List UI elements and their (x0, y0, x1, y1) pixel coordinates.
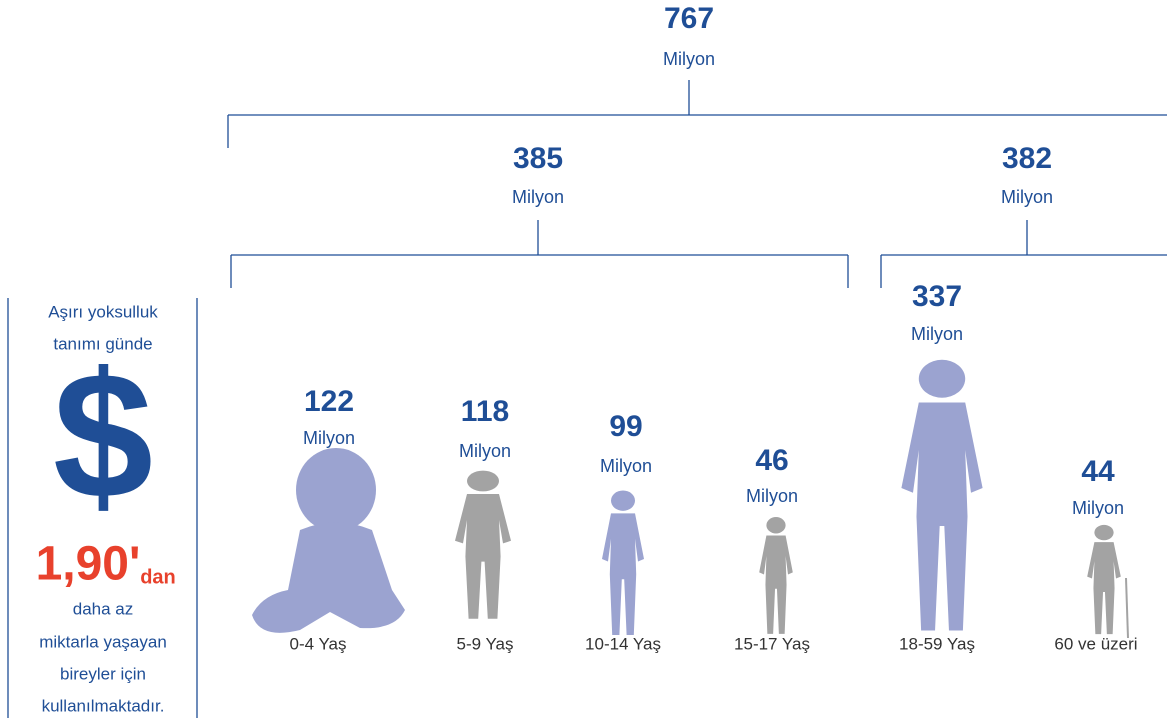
branch-unit: Milyon (512, 187, 564, 207)
sidebar-text: bireyler için (60, 664, 146, 683)
sidebar-text: tanımı günde (53, 334, 152, 353)
tree-lines (7, 80, 1167, 718)
cane (1125, 577, 1129, 639)
sidebar-text: kullanılmaktadır. (42, 696, 165, 715)
dollar-sign: $ (53, 336, 153, 537)
amount: 1,90' (36, 538, 141, 591)
total-unit: Milyon (663, 49, 715, 69)
group-label: 60 ve üzeri (1054, 634, 1137, 653)
branch-value: 385 (513, 142, 563, 175)
group-label: 18-59 Yaş (899, 634, 975, 653)
elder-silhouette (1087, 524, 1121, 635)
group-unit: Milyon (911, 324, 963, 344)
group-value: 337 (912, 280, 962, 313)
group-unit: Milyon (1072, 498, 1124, 518)
adult-silhouette (901, 359, 983, 631)
baby-silhouette (252, 448, 405, 633)
branch-value: 382 (1002, 142, 1052, 175)
group-value: 99 (609, 410, 642, 443)
child-silhouette (602, 490, 644, 636)
group-label: 10-14 Yaş (585, 634, 661, 653)
sidebar-text: miktarla yaşayan (39, 632, 167, 651)
group-value: 122 (304, 385, 354, 418)
total-value: 767 (664, 2, 714, 35)
sidebar-text: daha az (73, 599, 134, 618)
group-label: 5-9 Yaş (456, 634, 513, 653)
sidebar-text: Aşırı yoksulluk (48, 302, 158, 321)
branch-unit: Milyon (1001, 187, 1053, 207)
silhouettes (252, 359, 1129, 639)
group-unit: Milyon (746, 486, 798, 506)
group-value: 118 (461, 395, 509, 428)
group-unit: Milyon (459, 441, 511, 461)
child-silhouette (455, 470, 511, 619)
group-unit: Milyon (303, 428, 355, 448)
group-label: 0-4 Yaş (289, 634, 346, 653)
group-unit: Milyon (600, 456, 652, 476)
group-label: 15-17 Yaş (734, 634, 810, 653)
group-value: 44 (1081, 455, 1115, 488)
group-value: 46 (755, 444, 788, 477)
amount-suffix: dan (140, 566, 176, 588)
teen-silhouette (759, 517, 793, 634)
